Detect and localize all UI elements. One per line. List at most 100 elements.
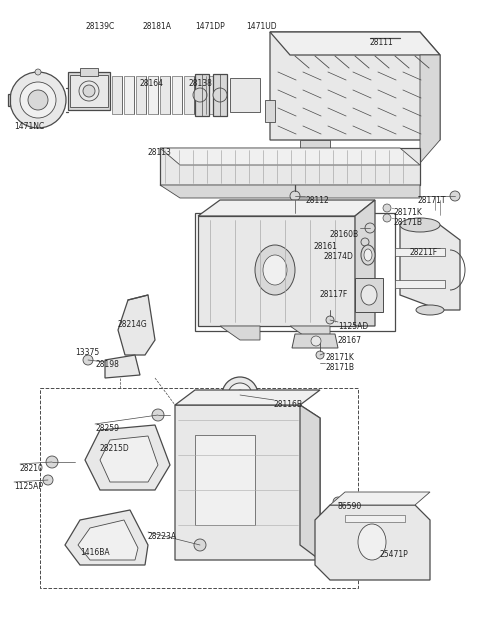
Text: 28111: 28111 [370, 38, 394, 47]
Text: 28214G: 28214G [118, 320, 148, 329]
Polygon shape [160, 148, 420, 185]
Polygon shape [124, 76, 134, 114]
Circle shape [235, 390, 245, 400]
Text: 28174D: 28174D [323, 252, 353, 261]
Ellipse shape [255, 245, 295, 295]
Polygon shape [8, 94, 10, 106]
Circle shape [83, 355, 93, 365]
Circle shape [79, 81, 99, 101]
Text: 1471DP: 1471DP [195, 22, 225, 31]
Bar [355, 278, 383, 312]
Polygon shape [300, 405, 320, 560]
Polygon shape [100, 436, 158, 482]
Circle shape [83, 85, 95, 97]
Text: 13375: 13375 [75, 348, 99, 357]
Bar [300, 140, 330, 152]
Polygon shape [78, 520, 138, 560]
Circle shape [316, 351, 324, 359]
Circle shape [43, 475, 53, 485]
Polygon shape [208, 76, 218, 114]
Text: 28164: 28164 [140, 79, 164, 88]
Bar [40, 388, 358, 588]
Polygon shape [175, 390, 320, 405]
Circle shape [365, 223, 375, 233]
Text: 28223A: 28223A [148, 532, 177, 541]
Text: 28139C: 28139C [85, 22, 115, 31]
Text: 1125AD: 1125AD [338, 322, 368, 331]
Ellipse shape [263, 255, 287, 285]
Circle shape [222, 377, 258, 413]
Ellipse shape [400, 218, 440, 232]
Polygon shape [112, 76, 122, 114]
Text: 28171B: 28171B [393, 218, 422, 227]
Circle shape [28, 90, 48, 110]
Circle shape [326, 316, 334, 324]
Text: 28160B: 28160B [330, 230, 359, 239]
Circle shape [10, 72, 66, 128]
Text: 28161: 28161 [313, 242, 337, 251]
Polygon shape [118, 295, 155, 355]
Polygon shape [160, 148, 420, 165]
Text: 1471UD: 1471UD [247, 22, 277, 31]
Text: 28171T: 28171T [418, 196, 446, 205]
Bar [70, 75, 108, 107]
Bar [265, 100, 275, 122]
Circle shape [290, 191, 300, 201]
Polygon shape [160, 185, 420, 198]
Polygon shape [198, 216, 355, 326]
Polygon shape [184, 76, 194, 114]
Circle shape [46, 456, 58, 468]
Circle shape [194, 539, 206, 551]
Polygon shape [172, 76, 182, 114]
Text: 28171B: 28171B [325, 363, 354, 372]
Circle shape [20, 82, 56, 118]
Circle shape [383, 204, 391, 212]
Text: 25471P: 25471P [380, 550, 409, 559]
Polygon shape [198, 200, 375, 216]
Polygon shape [196, 76, 206, 114]
Circle shape [228, 383, 252, 407]
Polygon shape [345, 515, 405, 522]
Text: 28167: 28167 [338, 336, 362, 345]
Text: 28112: 28112 [305, 196, 329, 205]
Polygon shape [65, 510, 148, 565]
Polygon shape [270, 32, 440, 140]
Text: 28181A: 28181A [143, 22, 171, 31]
Polygon shape [400, 225, 460, 310]
Text: 1125AP: 1125AP [14, 482, 43, 491]
Text: 28116B: 28116B [274, 400, 303, 409]
Ellipse shape [364, 249, 372, 261]
Polygon shape [175, 405, 320, 560]
Polygon shape [395, 280, 445, 288]
Ellipse shape [358, 524, 386, 560]
Text: 28113: 28113 [148, 148, 172, 157]
Ellipse shape [416, 305, 444, 315]
Text: 28215D: 28215D [100, 444, 130, 453]
Text: 28211F: 28211F [410, 248, 438, 257]
Circle shape [450, 191, 460, 201]
Polygon shape [220, 326, 260, 340]
Polygon shape [355, 200, 375, 326]
Text: 28210: 28210 [20, 464, 44, 473]
Polygon shape [315, 505, 430, 580]
Polygon shape [160, 76, 170, 114]
Circle shape [383, 214, 391, 222]
Bar [68, 72, 110, 110]
Circle shape [311, 336, 321, 346]
Polygon shape [330, 492, 430, 505]
Circle shape [193, 88, 207, 102]
Polygon shape [195, 74, 209, 116]
Text: 28259: 28259 [95, 424, 119, 433]
Bar [195, 435, 255, 525]
Polygon shape [148, 76, 158, 114]
Polygon shape [105, 355, 140, 378]
Text: 86590: 86590 [338, 502, 362, 511]
Ellipse shape [361, 245, 375, 265]
Polygon shape [292, 334, 338, 348]
Polygon shape [290, 326, 330, 340]
Text: 1416BA: 1416BA [80, 548, 109, 557]
Bar [230, 78, 260, 112]
Text: 1471NC: 1471NC [14, 122, 44, 131]
Circle shape [333, 497, 343, 507]
Ellipse shape [361, 285, 377, 305]
